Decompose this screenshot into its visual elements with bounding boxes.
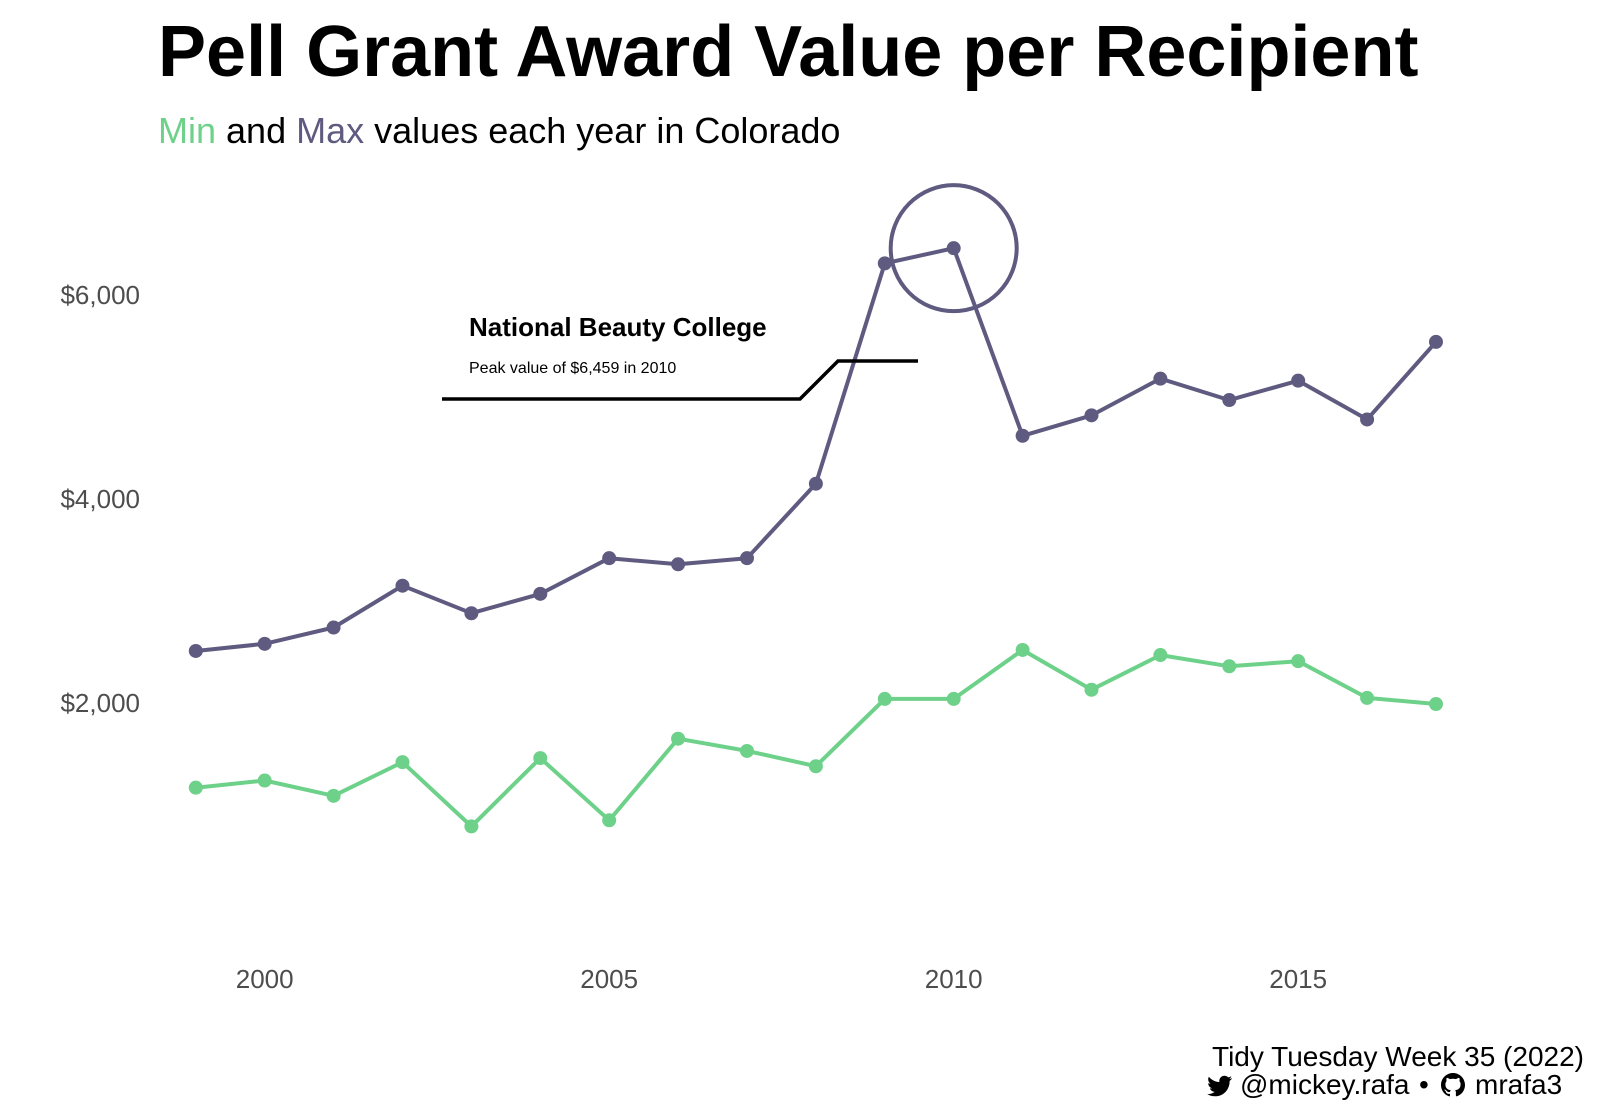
min-data-point [671, 731, 686, 746]
min-data-point [877, 691, 892, 706]
max-data-point [464, 606, 479, 621]
max-data-point [1153, 371, 1168, 386]
max-data-point [395, 578, 410, 593]
min-data-point [1153, 648, 1168, 663]
x-axis-ticks: 2000 2005 2010 2015 [236, 964, 1327, 994]
min-data-point [739, 743, 754, 758]
chart-title: Pell Grant Award Value per Recipient [158, 12, 1418, 92]
min-data-point [946, 691, 961, 706]
max-data-point [602, 551, 617, 566]
max-data-point [1084, 408, 1099, 423]
max-data-point [1291, 373, 1306, 388]
twitter-handle: @mickey.rafa [1240, 1069, 1410, 1100]
min-series-line [195, 648, 1437, 829]
x-tick-label: 2005 [580, 964, 638, 994]
max-data-point [533, 586, 548, 601]
max-data-point [188, 643, 203, 658]
github-handle: mrafa3 [1475, 1069, 1562, 1100]
max-data-point [257, 636, 272, 651]
caption-separator: • [1419, 1069, 1429, 1100]
twitter-bird-icon [1207, 1075, 1233, 1097]
subtitle-max-word: Max [296, 110, 364, 151]
min-data-point [602, 813, 617, 828]
min-data-point [326, 788, 341, 803]
max-data-point [946, 241, 961, 256]
max-data-point [1360, 412, 1375, 427]
subtitle-and-word: and [226, 110, 286, 151]
min-data-point [1360, 690, 1375, 705]
min-data-point [1291, 654, 1306, 669]
min-data-point [1222, 659, 1237, 674]
annotation-text: Peak value of $6,459 in 2010 [469, 360, 676, 377]
min-data-point [464, 819, 479, 834]
y-tick-label: $4,000 [60, 484, 140, 514]
y-tick-label: $6,000 [60, 280, 140, 310]
y-tick-label: $2,000 [60, 688, 140, 718]
subtitle-rest: values each year in Colorado [374, 110, 840, 151]
min-data-point [1084, 682, 1099, 697]
max-data-point [877, 256, 892, 271]
chart-subtitle: Min and Max values each year in Colorado [158, 110, 840, 151]
github-icon [1441, 1073, 1465, 1097]
max-data-point [1015, 428, 1030, 443]
min-data-point [533, 751, 548, 766]
caption-line1: Tidy Tuesday Week 35 (2022) [1212, 1041, 1584, 1072]
max-data-point [739, 551, 754, 566]
caption: Tidy Tuesday Week 35 (2022) @mickey.rafa… [1207, 1041, 1584, 1100]
min-data-point [395, 755, 410, 770]
annotation-leader-line [442, 359, 918, 401]
peak-highlight-circle [888, 183, 1019, 314]
max-data-point [326, 620, 341, 635]
min-data-point [808, 759, 823, 774]
subtitle-min-word: Min [158, 110, 216, 151]
max-series-line [195, 246, 1438, 653]
x-tick-label: 2015 [1269, 964, 1327, 994]
min-data-point [1015, 642, 1030, 657]
max-data-point [808, 476, 823, 491]
max-data-point [1428, 334, 1443, 349]
max-data-point [671, 557, 686, 572]
x-tick-label: 2010 [925, 964, 983, 994]
min-data-point [257, 773, 272, 788]
annotation-title: National Beauty College [469, 312, 767, 342]
max-data-point [1222, 393, 1237, 408]
y-axis-ticks: $2,000 $4,000 $6,000 [60, 280, 140, 718]
annotation: National Beauty College Peak value of $6… [442, 183, 1019, 401]
x-tick-label: 2000 [236, 964, 294, 994]
min-data-point [1428, 697, 1443, 712]
min-data-point [188, 780, 203, 795]
series-layer [188, 241, 1443, 834]
